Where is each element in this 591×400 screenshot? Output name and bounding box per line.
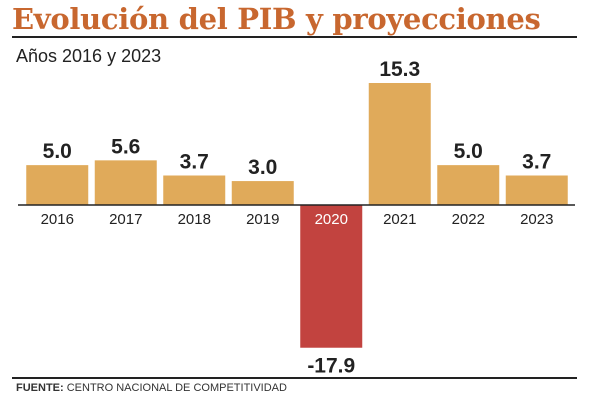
- source-label: FUENTE:: [16, 382, 64, 394]
- bar-2023: [505, 175, 568, 205]
- category-label-2017: 2017: [109, 211, 142, 228]
- bar-2019: [231, 181, 294, 205]
- value-label-2016: 5.0: [43, 140, 72, 163]
- footer-divider: [12, 377, 577, 379]
- value-label-2022: 5.0: [454, 140, 483, 163]
- value-label-2023: 3.7: [522, 150, 551, 173]
- source-footer: FUENTE: CENTRO NACIONAL DE COMPETITIVIDA…: [16, 382, 287, 394]
- category-label-2018: 2018: [178, 211, 211, 228]
- category-label-2016: 2016: [41, 211, 74, 228]
- category-label-2022: 2022: [452, 211, 485, 228]
- bar-2016: [26, 165, 89, 205]
- bar-2018: [163, 175, 226, 205]
- value-label-2018: 3.7: [180, 150, 209, 173]
- category-label-2021: 2021: [383, 211, 416, 228]
- bar-2020: [300, 205, 363, 348]
- value-label-2021: 15.3: [379, 58, 420, 81]
- source-text: CENTRO NACIONAL DE COMPETITIVIDAD: [66, 382, 287, 394]
- value-label-2020: -17.9: [307, 355, 355, 378]
- bar-2022: [437, 165, 500, 205]
- category-label-2020: 2020: [315, 211, 348, 228]
- bar-2017: [94, 160, 157, 205]
- value-label-2017: 5.6: [111, 135, 140, 158]
- value-label-2019: 3.0: [248, 156, 277, 179]
- category-label-2023: 2023: [520, 211, 553, 228]
- category-label-2019: 2019: [246, 211, 279, 228]
- chart-title: Evolución del PIB y proyecciones: [12, 2, 541, 36]
- title-divider: [12, 36, 577, 38]
- chart-subtitle: Años 2016 y 2023: [16, 46, 162, 66]
- bar-2021: [368, 83, 431, 205]
